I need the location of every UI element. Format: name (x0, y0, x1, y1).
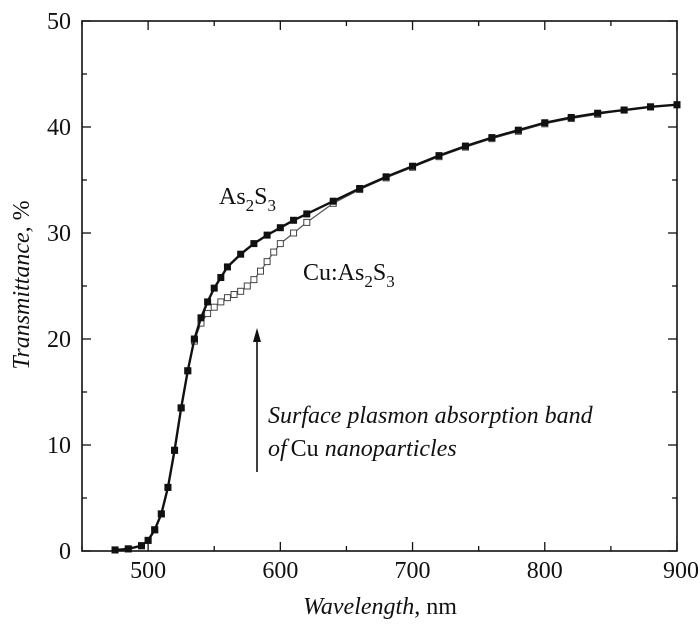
as2s3-line (114, 103, 678, 552)
as2s3-marker (164, 483, 172, 491)
as2s3-marker (177, 404, 185, 412)
as2s3-marker (157, 510, 165, 518)
series-as2s3 (111, 101, 681, 554)
x-tick-label: 900 (663, 558, 699, 584)
y-tick-label: 10 (47, 433, 71, 459)
y-axis-label: Transmittance, % (9, 200, 35, 369)
plasmon-arrow-head (253, 328, 261, 342)
as2s3-marker (488, 134, 496, 142)
as2s3-marker (620, 106, 628, 114)
y-tick-label: 50 (47, 9, 71, 35)
x-axis-label: Wavelength, nm (303, 594, 457, 620)
y-tick-label: 20 (47, 327, 71, 353)
as2s3-marker (356, 184, 364, 192)
as2s3-marker (382, 173, 390, 181)
as2s3-marker (190, 335, 198, 343)
as2s3-marker (151, 526, 159, 534)
as2s3-marker (567, 113, 575, 121)
plasmon-annotation-line2: of Cu nanoparticles (268, 436, 457, 462)
as2s3-marker (124, 545, 132, 553)
as2s3-marker (290, 216, 298, 224)
as2s3-marker (263, 231, 271, 239)
as2s3-marker (184, 367, 192, 375)
x-tick-label: 700 (395, 558, 431, 584)
cu-as2s3-marker (204, 310, 212, 318)
as2s3-marker (303, 210, 311, 218)
x-tick-label: 800 (527, 558, 563, 584)
as2s3-marker (223, 263, 231, 271)
cu-as2s3-marker (210, 303, 218, 311)
x-tick-label: 600 (262, 558, 298, 584)
as2s3-marker (144, 536, 152, 544)
as2s3-marker (647, 103, 655, 111)
as2s3-marker (541, 119, 549, 127)
series-layer (111, 101, 681, 554)
as2s3-marker (171, 446, 179, 454)
as2s3-marker (250, 240, 258, 248)
as2s3-marker (217, 274, 225, 282)
as2s3-marker (276, 224, 284, 232)
as2s3-marker (197, 314, 205, 322)
plot-area: 500 600 700 800 900 0 10 20 30 40 50 (47, 9, 699, 584)
cu-as2s3-marker (290, 229, 298, 237)
cu-as2s3-line (115, 104, 678, 551)
y-tick-label: 30 (47, 221, 71, 247)
as2s3-marker (111, 546, 119, 554)
cu-as2s3-marker (303, 218, 311, 226)
as2s3-label: As2S3 (219, 184, 276, 215)
y-tick-label: 0 (59, 539, 71, 565)
annotation-layer: As2S3 Cu:As2S3 Surface plasmon absorptio… (219, 184, 594, 472)
as2s3-marker (204, 298, 212, 306)
cu-as2s3-marker (257, 267, 264, 275)
y-tick-label: 40 (47, 115, 71, 141)
as2s3-marker (435, 152, 443, 160)
cu-as2s3-marker (270, 248, 278, 256)
as2s3-marker (329, 197, 337, 205)
x-tick-label: 500 (130, 558, 166, 584)
as2s3-marker (594, 109, 602, 117)
cu-as2s3-marker (250, 276, 258, 284)
as2s3-marker (409, 162, 417, 170)
as2s3-marker (210, 284, 218, 292)
cu-as2s3-marker (223, 294, 231, 302)
cu-as2s3-marker (230, 290, 238, 298)
cu-as2s3-marker (243, 282, 251, 290)
cu-as2s3-label: Cu:As2S3 (303, 260, 395, 291)
cu-as2s3-marker (263, 258, 271, 266)
as2s3-marker (673, 101, 681, 109)
cu-as2s3-marker (237, 287, 245, 295)
as2s3-marker (237, 250, 245, 258)
cu-as2s3-marker (276, 240, 284, 248)
as2s3-marker (514, 126, 522, 134)
as2s3-marker (138, 542, 145, 550)
as2s3-marker (461, 142, 469, 150)
cu-as2s3-marker (217, 298, 225, 306)
plasmon-annotation-line1: Surface plasmon absorption band (268, 403, 594, 429)
